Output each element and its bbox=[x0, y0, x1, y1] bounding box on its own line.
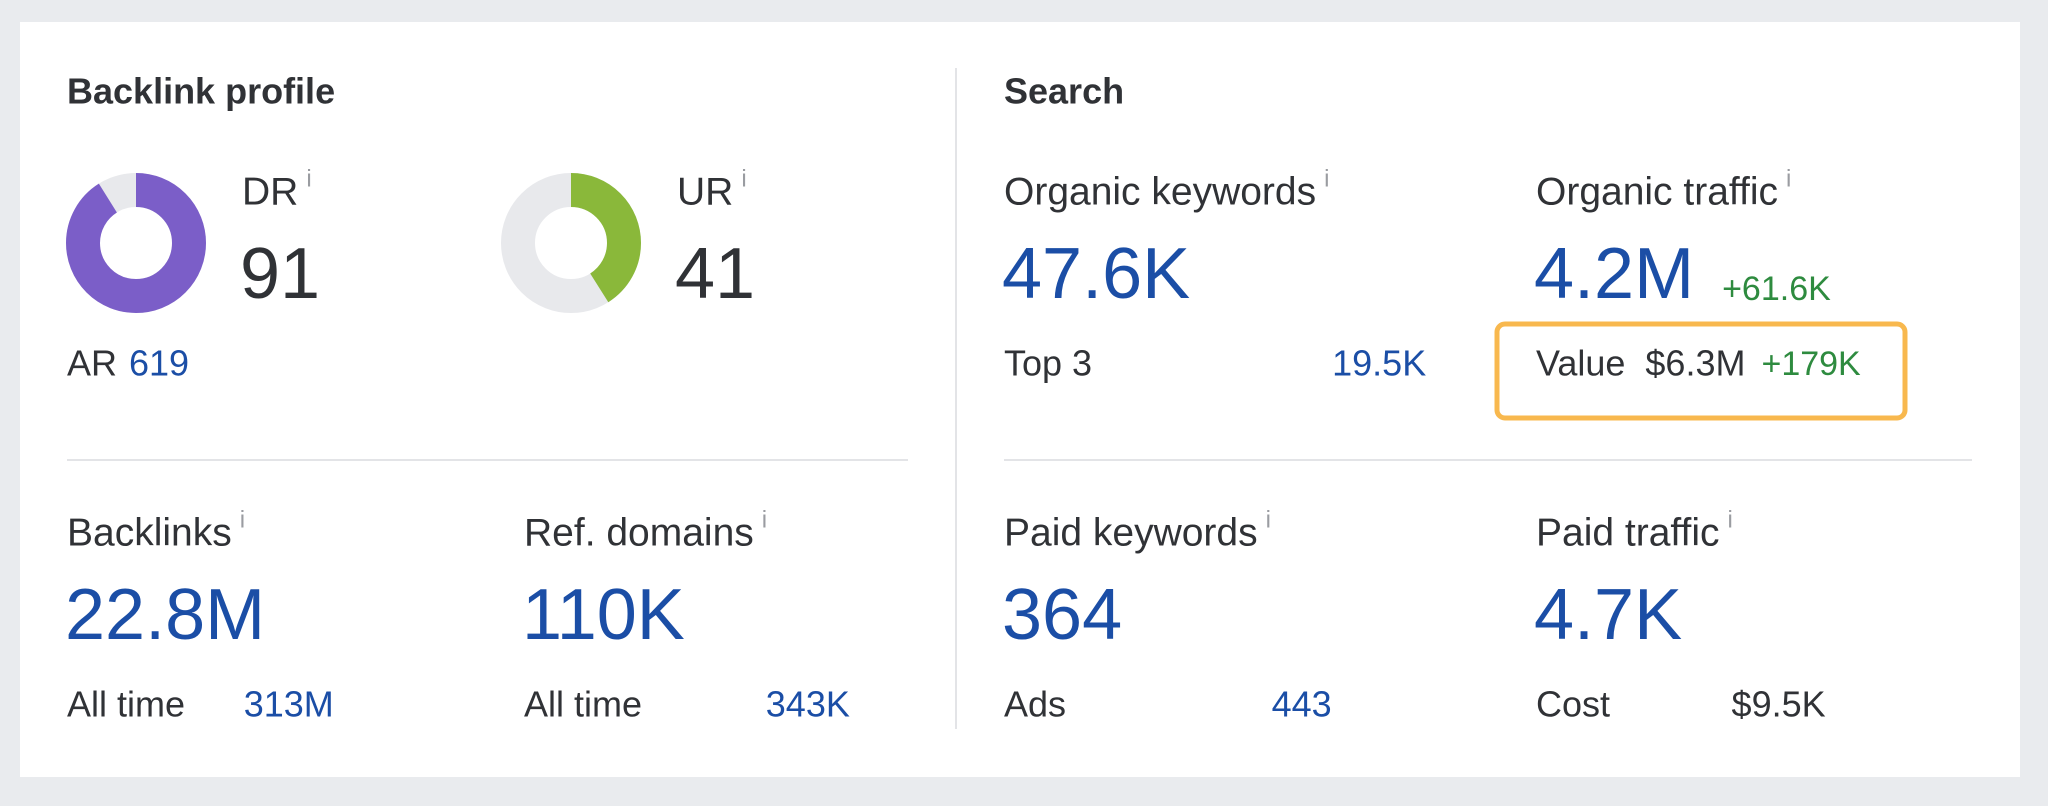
section-title: Search bbox=[1004, 71, 1124, 112]
info-icon: i bbox=[1324, 165, 1329, 192]
info-icon: i bbox=[1266, 506, 1271, 533]
info-icon: i bbox=[1728, 506, 1733, 533]
info-icon: i bbox=[741, 165, 746, 192]
sub-value: $6.3M bbox=[1645, 343, 1745, 384]
ur-donut bbox=[501, 173, 641, 313]
change-value: +61.6K bbox=[1722, 270, 1831, 308]
metric-value: 4.7K bbox=[1534, 575, 1682, 655]
sub-label: All time bbox=[524, 684, 642, 725]
info-icon: i bbox=[1786, 165, 1791, 192]
sub-value: 619 bbox=[129, 343, 189, 384]
metric-value: 91 bbox=[240, 234, 320, 314]
sub-value: 19.5K bbox=[1332, 343, 1426, 384]
donut-arc bbox=[66, 173, 206, 313]
metric-label: Paid keywords bbox=[1004, 511, 1258, 554]
sub-value: 343K bbox=[766, 684, 850, 725]
sub-value: 313M bbox=[244, 684, 334, 725]
change-value: +179K bbox=[1761, 345, 1861, 383]
sub-label: Top 3 bbox=[1004, 343, 1092, 384]
sub-label: All time bbox=[67, 684, 185, 725]
metric-value: 110K bbox=[522, 575, 685, 655]
sub-label: Ads bbox=[1004, 684, 1066, 725]
metric-label: Paid traffic bbox=[1536, 511, 1720, 554]
highlight-box bbox=[1494, 321, 1908, 421]
metric-value: 41 bbox=[675, 234, 755, 314]
sub-value: $9.5K bbox=[1732, 684, 1826, 725]
metric-value: 47.6K bbox=[1002, 234, 1190, 314]
metric-label: Organic keywords bbox=[1004, 170, 1316, 213]
metric-label: Backlinks bbox=[67, 511, 232, 554]
metric-value: 4.2M bbox=[1534, 234, 1694, 314]
card bbox=[20, 22, 2020, 777]
sub-value: 443 bbox=[1272, 684, 1332, 725]
info-icon: i bbox=[306, 165, 311, 192]
section-title: Backlink profile bbox=[67, 71, 335, 112]
metric-value: 22.8M bbox=[65, 575, 265, 655]
metric-label: UR bbox=[677, 170, 733, 213]
sub-label: Value bbox=[1536, 343, 1625, 384]
info-icon: i bbox=[240, 506, 245, 533]
metric-label: DR bbox=[242, 170, 298, 213]
donut-arc bbox=[501, 173, 641, 313]
dr-donut bbox=[66, 173, 206, 313]
sub-label: Cost bbox=[1536, 684, 1610, 725]
info-icon: i bbox=[762, 506, 767, 533]
sub-label: AR bbox=[67, 343, 117, 384]
metric-label: Organic traffic bbox=[1536, 170, 1778, 213]
metric-label: Ref. domains bbox=[524, 511, 754, 554]
metric-value: 364 bbox=[1002, 575, 1122, 655]
